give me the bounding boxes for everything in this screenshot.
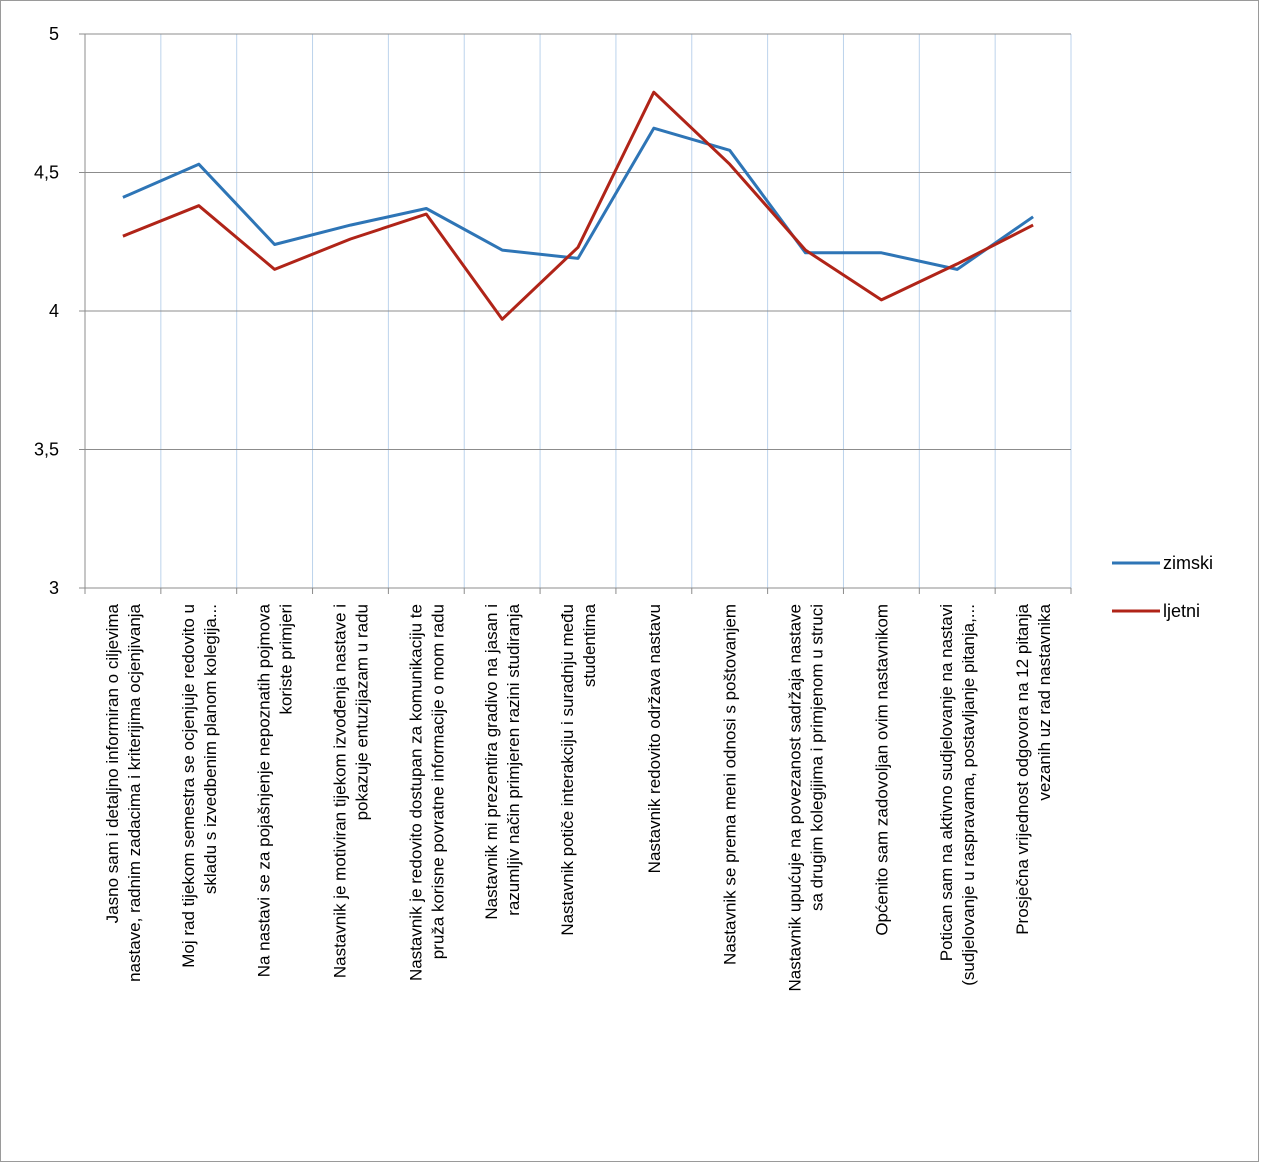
x-tick-label-line: Nastavnik redovito održava nastavu	[645, 604, 664, 873]
legend-item-zimski: zimski	[1112, 553, 1213, 573]
x-tick-label: Moj rad tijekom semestra se ocjenjuje re…	[179, 604, 220, 968]
x-tick-label: Jasno sam i detaljno informiran o ciljev…	[103, 603, 144, 981]
x-tick-label-line: pruža korisne povratne informacije o mom…	[428, 604, 447, 959]
x-tick-label-line: vezanih uz rad nastavnika	[1035, 603, 1054, 800]
x-tick-label-line: Općenito sam zadovoljan ovim nastavnikom	[872, 604, 891, 936]
axes	[79, 33, 1072, 594]
x-tick-label: Nastavnik redovito održava nastavu	[645, 604, 664, 873]
series-lines	[122, 90, 1034, 321]
x-tick-label: Nastavnik je motiviran tijekom izvođenja…	[330, 604, 371, 978]
x-axis-labels: Jasno sam i detaljno informiran o ciljev…	[103, 603, 1054, 991]
x-tick-label-line: koriste primjeri	[277, 604, 296, 715]
x-tick-label-line: Nastavnik se prema meni odnosi s poštova…	[721, 604, 740, 965]
x-tick-label-line: Moj rad tijekom semestra se ocjenjuje re…	[179, 604, 198, 968]
legend-label: ljetni	[1163, 601, 1200, 621]
x-tick-label-line: (sudjelovanje u raspravama, postavljanje…	[959, 604, 978, 986]
x-tick-label-line: sa drugim kolegijima i primjenom u struc…	[808, 604, 827, 911]
x-tick-label-line: studentima	[580, 603, 599, 687]
x-tick-label-line: Potican sam na aktivno sudjelovanje na n…	[937, 604, 956, 961]
x-tick-label: Nastavnik upućuje na povezanost sadržaja…	[786, 604, 827, 991]
x-tick-label: Prosječna vrijednost odgovora na 12 pita…	[1013, 603, 1054, 934]
gridlines	[85, 33, 1072, 588]
x-tick-label: Općenito sam zadovoljan ovim nastavnikom	[872, 604, 891, 936]
x-tick-label-line: Nastavnik je redovito dostupan za komuni…	[406, 604, 425, 981]
x-tick-label: Na nastavi se za pojašnjenje nepoznatih …	[255, 603, 296, 977]
y-tick-label: 4	[49, 301, 59, 321]
x-tick-label: Nastavnik je redovito dostupan za komuni…	[406, 604, 447, 981]
y-tick-label: 5	[49, 24, 59, 44]
legend: zimski ljetni	[1112, 553, 1213, 621]
x-tick-label-line: Na nastavi se za pojašnjenje nepoznatih …	[255, 603, 274, 977]
y-tick-label: 3	[49, 578, 59, 598]
x-tick-label: Potican sam na aktivno sudjelovanje na n…	[937, 604, 978, 986]
x-tick-label-line: skladu s izvedbenim planom kolegija...	[201, 604, 220, 894]
x-tick-label-line: nastave, radnim zadacima i kriterijima o…	[125, 603, 144, 981]
x-tick-label-line: razumljiv način primjeren razini studira…	[504, 603, 523, 915]
y-axis-labels: 3 3,5 4 4,5 5	[34, 24, 59, 598]
x-tick-label-line: Jasno sam i detaljno informiran o ciljev…	[103, 603, 122, 923]
x-tick-label-line: Nastavnik potiče interakciju i suradnju …	[558, 604, 577, 936]
x-tick-label-line: Prosječna vrijednost odgovora na 12 pita…	[1013, 603, 1032, 934]
series-line-ljetni	[122, 90, 1034, 321]
x-tick-label-line: pokazuje entuzijazam u radu	[352, 604, 371, 820]
x-tick-label-line: Nastavnik je motiviran tijekom izvođenja…	[330, 604, 349, 978]
legend-label: zimski	[1163, 553, 1213, 573]
legend-item-ljetni: ljetni	[1112, 601, 1200, 621]
y-tick-label: 3,5	[34, 440, 59, 460]
x-tick-label-line: Nastavnik upućuje na povezanost sadržaja…	[786, 604, 805, 991]
x-tick-label-line: Nastavnik mi prezentira gradivo na jasan…	[482, 604, 501, 920]
y-tick-label: 4,5	[34, 163, 59, 183]
x-tick-label: Nastavnik mi prezentira gradivo na jasan…	[482, 603, 523, 919]
series-line-zimski	[122, 126, 1034, 271]
x-tick-label: Nastavnik se prema meni odnosi s poštova…	[721, 604, 740, 965]
x-tick-label: Nastavnik potiče interakciju i suradnju …	[558, 603, 599, 935]
